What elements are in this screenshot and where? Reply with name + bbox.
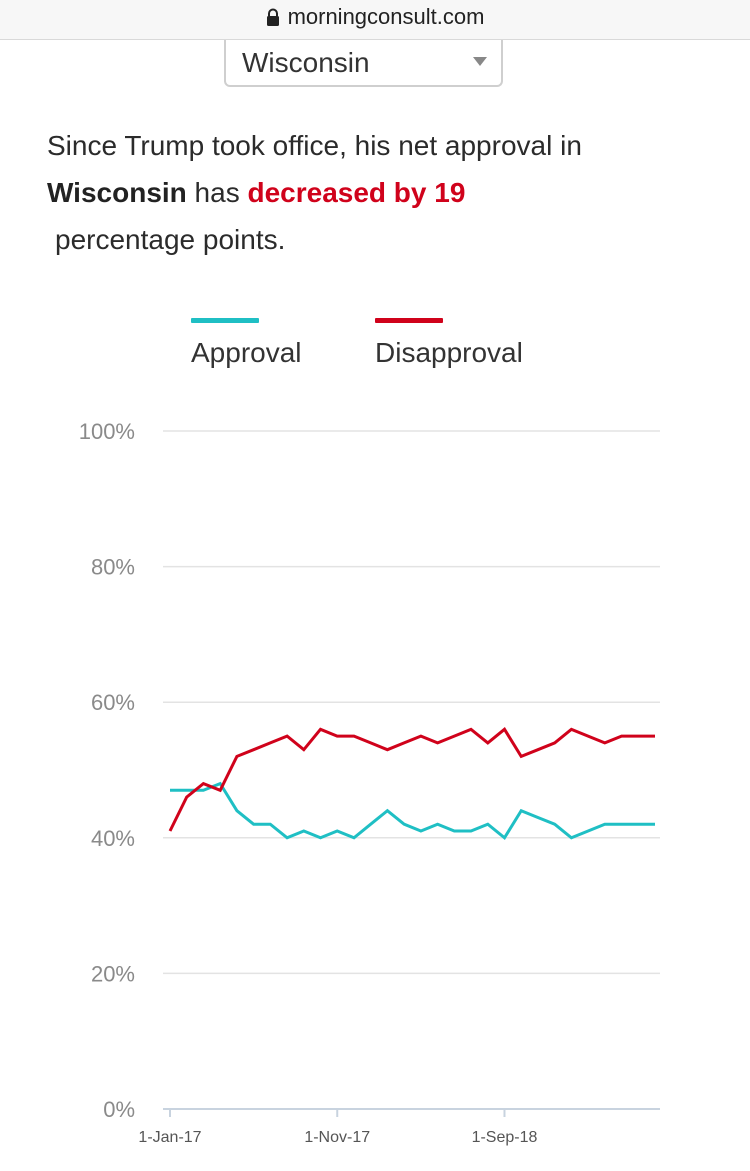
y-tick-label: 100% [79,419,135,444]
summary-middle: has [186,177,248,208]
y-tick-label: 20% [91,961,135,986]
chevron-down-icon [473,57,487,66]
x-tick-label: 1-Nov-17 [304,1129,370,1146]
url-text: morningconsult.com [287,3,485,29]
legend-item-disapproval[interactable]: Disapproval [375,318,523,369]
y-axis: 0% 20% 40% 60% 80% 100% [79,419,135,1122]
y-tick-label: 40% [91,826,135,851]
legend-label-disapproval: Disapproval [375,337,523,368]
chart-legend: Approval Disapproval [0,318,750,378]
x-axis: 1-Jan-17 1-Nov-17 1-Sep-18 [138,1109,537,1146]
approval-series-line [170,781,655,841]
chart-series [168,727,655,841]
approval-line-chart: 0% 20% 40% 60% 80% 100% 1-Jan-17 1-Nov-17 1-Sep… [79,419,660,1146]
browser-url-bar[interactable]: morningconsult.com [0,0,750,40]
y-tick-label: 0% [103,1097,135,1122]
legend-swatch-disapproval [375,318,443,323]
y-tick-label: 60% [91,690,135,715]
x-tick-label: 1-Jan-17 [138,1129,201,1146]
summary-change: decreased by 19 [247,177,466,208]
approval-summary: Since Trump took office, his net approva… [47,122,707,263]
legend-label-approval: Approval [191,337,302,368]
legend-swatch-approval [191,318,259,323]
summary-prefix: Since Trump took office, his net approva… [47,130,582,161]
disapproval-series-line [168,727,655,832]
summary-suffix: percentage points. [55,224,286,255]
url-display[interactable]: morningconsult.com [266,3,485,30]
state-select-value: Wisconsin [242,46,370,78]
state-select[interactable]: Wisconsin [224,40,503,87]
lock-icon [266,8,279,26]
summary-state: Wisconsin [47,177,187,208]
x-tick-label: 1-Sep-18 [472,1129,538,1146]
y-tick-label: 80% [91,555,135,580]
chart-grid [163,430,660,1110]
legend-item-approval[interactable]: Approval [191,318,302,369]
